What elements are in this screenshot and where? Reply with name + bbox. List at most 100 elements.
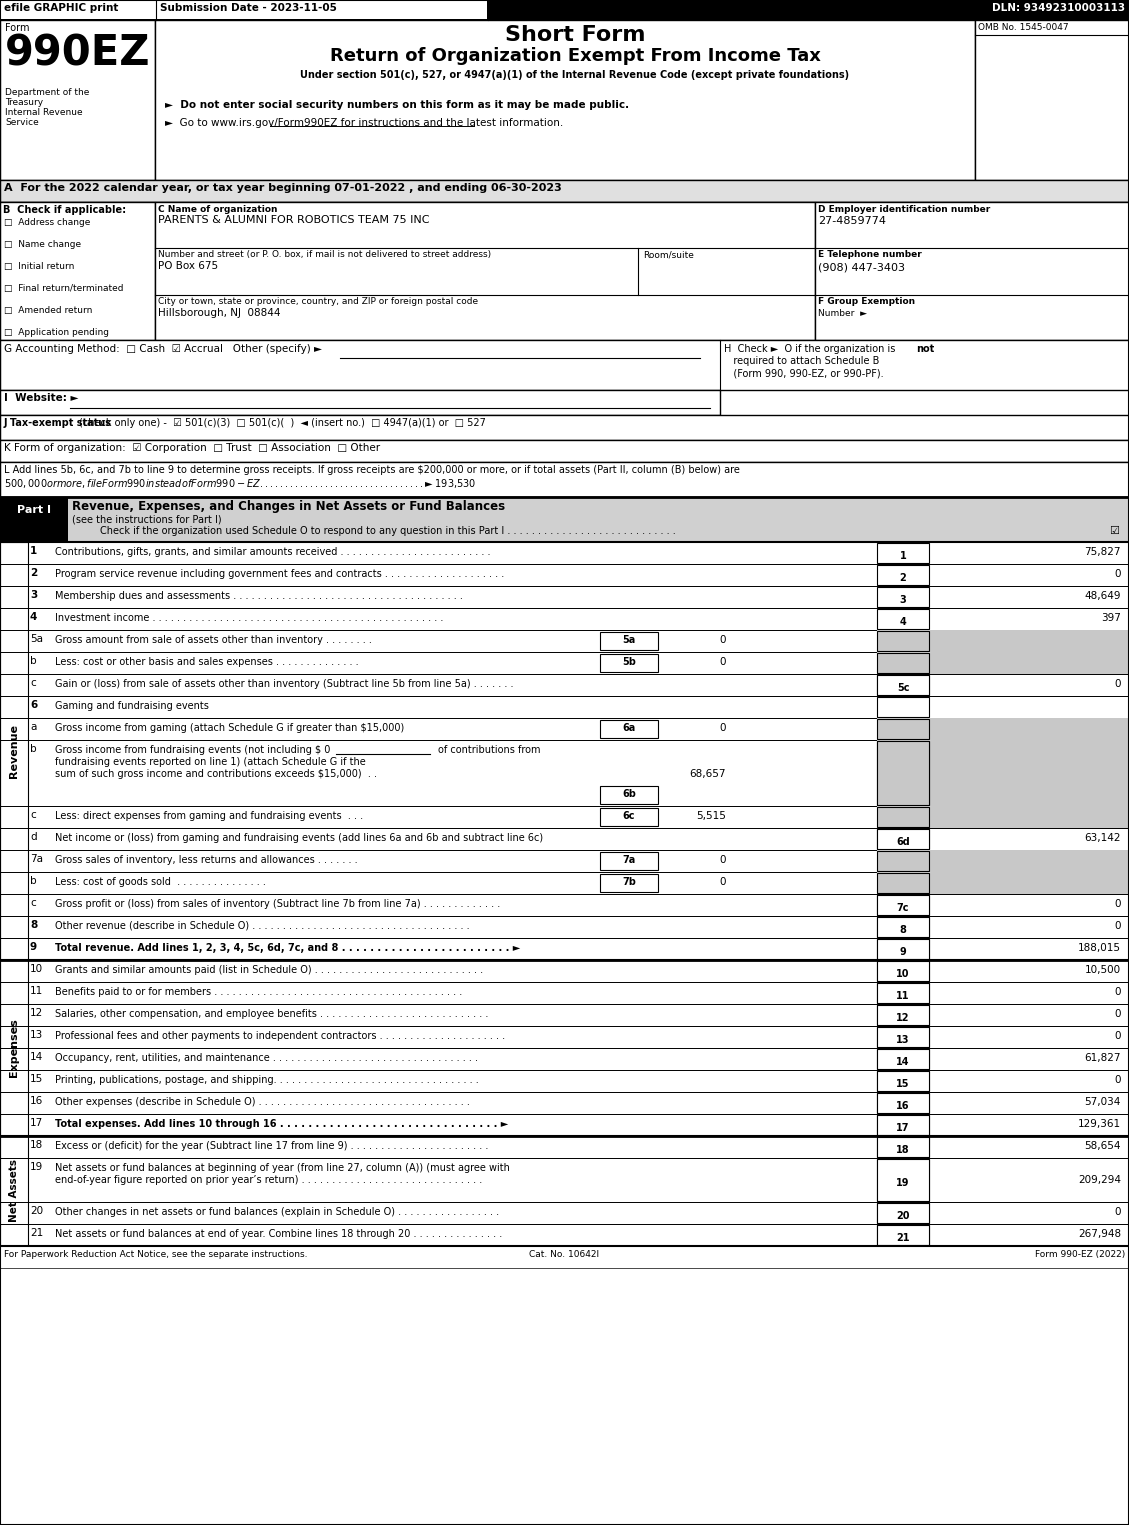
Text: 0: 0 (1114, 900, 1121, 909)
Bar (0, 961, 28, 1136)
Text: Other changes in net assets or fund balances (explain in Schedule O) . . . . . .: Other changes in net assets or fund bala… (55, 1206, 499, 1217)
Text: (908) 447-3403: (908) 447-3403 (819, 262, 905, 271)
Bar (975, 35, 1129, 110)
Text: 12: 12 (896, 1013, 910, 1023)
Text: Net assets or fund balances at end of year. Combine lines 18 through 20 . . . . : Net assets or fund balances at end of ye… (55, 1229, 502, 1238)
Text: 10,500: 10,500 (1085, 965, 1121, 974)
Text: G Accounting Method:  □ Cash  ☑ Accrual   Other (specify) ►: G Accounting Method: □ Cash ☑ Accrual Ot… (5, 345, 322, 354)
Bar (877, 939, 929, 959)
Bar (877, 961, 929, 981)
Bar (877, 653, 929, 673)
Text: 9: 9 (900, 947, 907, 958)
Text: Gross income from fundraising events (not including $ 0: Gross income from fundraising events (no… (55, 746, 331, 755)
Bar (877, 1049, 929, 1069)
Text: 6c: 6c (623, 811, 636, 820)
Bar (0, 1157, 1129, 1202)
Text: (see the instructions for Part I): (see the instructions for Part I) (72, 514, 221, 525)
Bar (877, 872, 1129, 894)
Bar (0, 201, 1129, 340)
Bar (0, 1026, 1129, 1048)
Bar (0, 390, 720, 415)
Text: (Form 990, 990-EZ, or 990-PF).: (Form 990, 990-EZ, or 990-PF). (724, 368, 884, 378)
Text: Investment income . . . . . . . . . . . . . . . . . . . . . . . . . . . . . . . : Investment income . . . . . . . . . . . … (55, 613, 444, 624)
Text: 18: 18 (896, 1145, 910, 1154)
Text: 10: 10 (896, 968, 910, 979)
Text: of contributions from: of contributions from (438, 746, 541, 755)
Text: □  Address change: □ Address change (5, 218, 90, 227)
Bar (0, 608, 1129, 630)
Bar (599, 852, 658, 869)
Text: 0: 0 (719, 856, 726, 865)
Bar (0, 20, 155, 180)
Text: 16: 16 (30, 1096, 43, 1106)
Bar (0, 807, 1129, 828)
Text: 8: 8 (30, 920, 37, 930)
Bar (877, 1115, 929, 1135)
Bar (0, 1246, 1129, 1267)
Text: Membership dues and assessments . . . . . . . . . . . . . . . . . . . . . . . . : Membership dues and assessments . . . . … (55, 592, 463, 601)
Text: 0: 0 (719, 634, 726, 645)
Bar (877, 1159, 929, 1202)
Text: 20: 20 (30, 1206, 43, 1215)
Text: ☑: ☑ (1109, 526, 1119, 535)
Bar (0, 201, 155, 340)
Bar (877, 587, 929, 607)
Text: Service: Service (5, 117, 38, 127)
Bar (0, 695, 1129, 718)
Text: Return of Organization Exempt From Income Tax: Return of Organization Exempt From Incom… (330, 47, 821, 66)
Text: Check if the organization used Schedule O to respond to any question in this Par: Check if the organization used Schedule … (100, 526, 676, 535)
Text: $500,000 or more, file Form 990 instead of Form 990-EZ . . . . . . . . . . . . .: $500,000 or more, file Form 990 instead … (5, 477, 476, 490)
Bar (155, 201, 815, 340)
Text: Number and street (or P. O. box, if mail is not delivered to street address): Number and street (or P. O. box, if mail… (158, 250, 491, 259)
Text: 10: 10 (30, 964, 43, 974)
Text: 6d: 6d (896, 837, 910, 846)
Bar (0, 586, 1129, 608)
Bar (877, 718, 1129, 740)
Bar (975, 110, 1129, 180)
Text: 6a: 6a (622, 723, 636, 734)
Bar (877, 631, 929, 651)
Bar (0, 872, 1129, 894)
Bar (877, 1138, 929, 1157)
Bar (877, 1225, 929, 1244)
Text: Total revenue. Add lines 1, 2, 3, 4, 5c, 6d, 7c, and 8 . . . . . . . . . . . . .: Total revenue. Add lines 1, 2, 3, 4, 5c,… (55, 942, 520, 953)
Bar (877, 741, 929, 805)
Text: Revenue, Expenses, and Changes in Net Assets or Fund Balances: Revenue, Expenses, and Changes in Net As… (72, 500, 505, 512)
Bar (0, 961, 1129, 982)
Text: City or town, state or province, country, and ZIP or foreign postal code: City or town, state or province, country… (158, 297, 478, 307)
Bar (0, 497, 1129, 541)
Text: Gaming and fundraising events: Gaming and fundraising events (55, 702, 209, 711)
Text: efile GRAPHIC print: efile GRAPHIC print (5, 3, 119, 14)
Text: 0: 0 (1114, 569, 1121, 580)
Bar (877, 1005, 929, 1025)
Text: Gross profit or (loss) from sales of inventory (Subtract line 7b from line 7a) .: Gross profit or (loss) from sales of inv… (55, 900, 500, 909)
Bar (877, 917, 929, 936)
Text: 7a: 7a (30, 854, 43, 865)
Text: □  Initial return: □ Initial return (5, 262, 75, 271)
Text: 18: 18 (30, 1141, 43, 1150)
Bar (0, 1136, 1129, 1157)
Text: 5a: 5a (30, 634, 43, 644)
Text: 0: 0 (719, 723, 726, 734)
Text: 63,142: 63,142 (1085, 833, 1121, 843)
Bar (877, 630, 1129, 653)
Text: Contributions, gifts, grants, and similar amounts received . . . . . . . . . . .: Contributions, gifts, grants, and simila… (55, 547, 490, 557)
Text: 68,657: 68,657 (690, 769, 726, 779)
Bar (877, 1093, 929, 1113)
Text: Total expenses. Add lines 10 through 16 . . . . . . . . . . . . . . . . . . . . : Total expenses. Add lines 10 through 16 … (55, 1119, 508, 1128)
Text: Salaries, other compensation, and employee benefits . . . . . . . . . . . . . . : Salaries, other compensation, and employ… (55, 1010, 489, 1019)
Text: 1: 1 (900, 551, 907, 561)
Text: 188,015: 188,015 (1078, 942, 1121, 953)
Text: 11: 11 (30, 987, 43, 996)
Text: Gross income from gaming (attach Schedule G if greater than $15,000): Gross income from gaming (attach Schedul… (55, 723, 404, 734)
Bar (0, 938, 1129, 961)
Text: sum of such gross income and contributions exceeds $15,000)  . .: sum of such gross income and contributio… (55, 769, 377, 779)
Bar (0, 849, 1129, 872)
Bar (599, 785, 658, 804)
Bar (877, 1225, 929, 1244)
Text: Treasury: Treasury (5, 98, 43, 107)
Text: 15: 15 (30, 1074, 43, 1084)
Bar (0, 1225, 1129, 1246)
Text: 19: 19 (896, 1177, 910, 1188)
Text: 3: 3 (900, 595, 907, 605)
